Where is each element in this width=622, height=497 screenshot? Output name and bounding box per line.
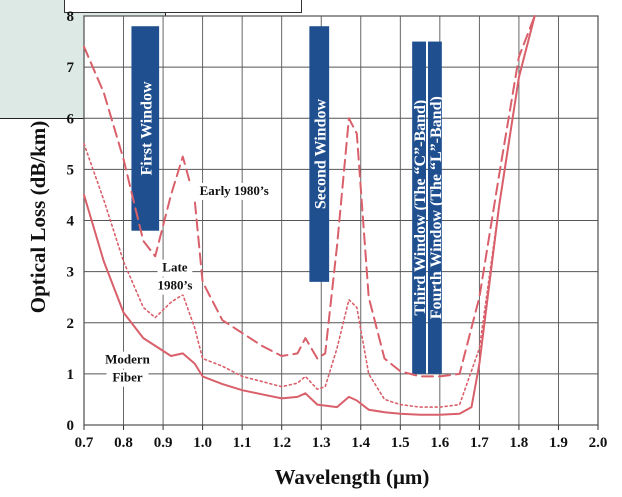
y-tick-label: 7	[67, 60, 75, 76]
window-band: Third Window (The “C”-Band)	[412, 41, 429, 374]
x-tick-label: 0.8	[114, 435, 133, 451]
window-band-label: Fourth Window (The “L”-Band)	[428, 96, 445, 319]
x-tick-label: 0.7	[75, 435, 94, 451]
x-tick-label: 1.1	[233, 435, 252, 451]
y-tick-label: 4	[67, 214, 75, 230]
window-band-rect	[427, 41, 442, 374]
curve-annotation: Modern Fiber	[102, 351, 153, 387]
y-tick-label: 6	[67, 111, 75, 127]
annotation-layer: Early 1980’s Late 1980’s Modern Fiber	[102, 182, 281, 387]
y-tick-label: 3	[67, 265, 75, 281]
window-band-label: Second Window	[312, 99, 329, 210]
window-band-label: Third Window (The “C”-Band)	[412, 100, 429, 316]
x-tick-label: 1.6	[430, 435, 449, 451]
window-band: Second Window	[309, 26, 329, 282]
annotation-text: Fiber	[112, 370, 143, 385]
annotation-bg	[188, 182, 281, 200]
corner-frame	[64, 0, 302, 13]
x-tick-label: 1.3	[312, 435, 331, 451]
y-tick-label: 5	[67, 162, 75, 178]
annotation-bg	[102, 351, 153, 369]
annotation-bg	[150, 277, 200, 295]
annotation-bg	[106, 369, 149, 387]
y-tick-label: 2	[67, 316, 75, 332]
curve-annotation: Early 1980’s	[188, 182, 281, 200]
series-line	[83, 15, 536, 408]
x-tick-label: 1.7	[470, 435, 489, 451]
x-tick-label: 1.2	[272, 435, 291, 451]
x-tick-label: 1.8	[510, 435, 529, 451]
y-tick-label: 8	[67, 9, 75, 25]
annotation-text: Modern	[105, 352, 151, 367]
x-tick-label: 1.4	[351, 435, 370, 451]
window-band-rect	[131, 26, 160, 231]
window-band-rect	[309, 26, 330, 282]
x-tick-label: 2.0	[589, 435, 608, 451]
y-axis-title: Optical Loss (dB/km)	[26, 121, 50, 314]
annotation-text: Late	[162, 260, 188, 275]
series-line	[83, 15, 536, 416]
window-band-rect	[412, 41, 427, 374]
window-band-label: First Window	[138, 81, 155, 176]
series-line	[83, 15, 536, 378]
annotation-bg	[157, 259, 193, 277]
series-layer	[83, 15, 536, 416]
x-tick-label: 1.9	[549, 435, 568, 451]
x-tick-label: 1.5	[391, 435, 410, 451]
curve-annotation: Late 1980’s	[150, 259, 200, 295]
y-tick-label: 1	[67, 367, 75, 383]
annotation-text: Early 1980’s	[200, 183, 269, 198]
x-tick-label: 0.9	[154, 435, 173, 451]
x-axis-title: Wavelength (μm)	[275, 465, 430, 489]
tick-layer: 0.7 0.8 0.9 1.0 1.1 1.2 1.3 1.4 1.5 1.6 1.7 1.8 1.9 2…	[67, 9, 608, 451]
grid-layer	[83, 15, 599, 430]
x-tick-label: 1.0	[193, 435, 212, 451]
annotation-text: 1980’s	[157, 278, 192, 293]
y-tick-label: 0	[67, 418, 75, 434]
window-band: First Window	[131, 26, 160, 231]
window-band: Fourth Window (The “L”-Band)	[427, 41, 445, 374]
window-bands: First Window Second Window Third Window (T…	[131, 26, 445, 374]
